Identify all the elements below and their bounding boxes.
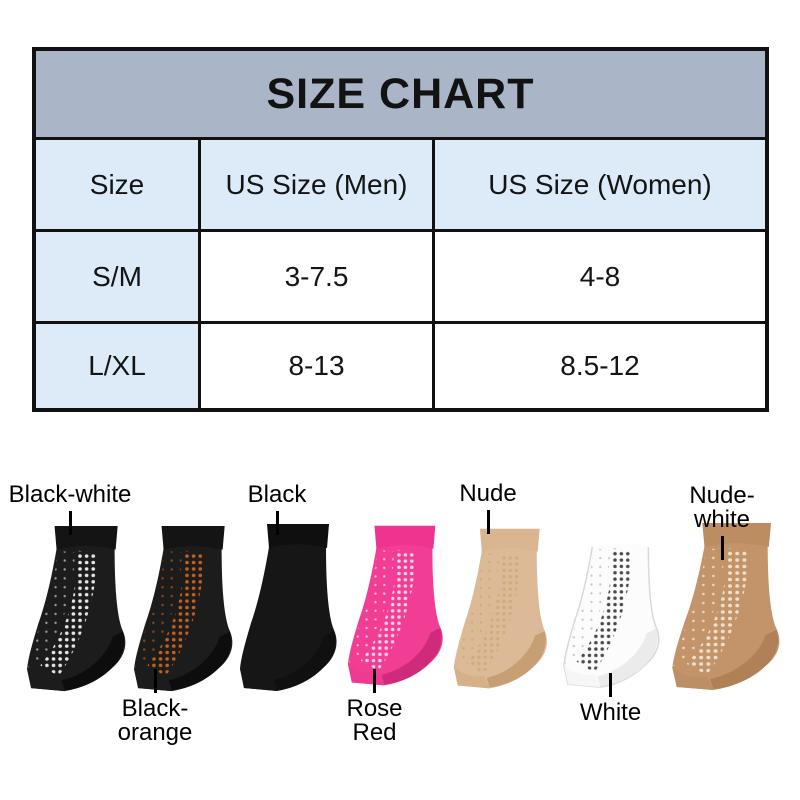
sock-image-rose-red: [345, 521, 453, 693]
variant-label-nude: Nude: [458, 482, 518, 534]
pointer-line: [153, 669, 157, 693]
variant-label-text: White: [579, 699, 642, 726]
variant-label-text: Nude: [459, 480, 517, 507]
pointer-line: [373, 669, 376, 693]
column-header-women: US Size (Women): [435, 140, 765, 229]
variant-label-white: White: [578, 673, 643, 725]
row-lxl-women: 8.5-12: [435, 324, 765, 408]
column-header-size: Size: [36, 140, 198, 229]
variant-label-text: Rose Red: [346, 695, 403, 746]
variant-label-black-white: Black-white: [5, 483, 135, 535]
row-sm-men: 3-7.5: [201, 232, 432, 321]
sock-image-black: [237, 519, 347, 699]
pointer-line: [486, 510, 490, 534]
sock-image-black-orange: [131, 521, 243, 699]
variant-label-black-orange: Black-orange: [90, 669, 220, 745]
variant-label-nude-white: Nude-white: [662, 484, 782, 560]
ankle-sleeve-graphic: [453, 528, 547, 689]
variant-label-text: Nude-white: [689, 482, 755, 533]
row-lxl-men: 8-13: [201, 324, 432, 408]
pointer-line: [68, 511, 72, 535]
row-lxl-size: L/XL: [36, 324, 198, 408]
row-sm-women: 4-8: [435, 232, 765, 321]
ankle-sleeve-graphic: [240, 524, 337, 691]
ankle-sleeve-graphic: [347, 525, 443, 686]
pointer-line: [609, 673, 612, 697]
pointer-line: [720, 536, 724, 560]
variant-label-black: Black: [247, 483, 307, 535]
ankle-sleeve-graphic: [563, 523, 660, 688]
pointer-line: [275, 511, 279, 535]
sock-image-nude-white: [669, 518, 791, 698]
sock-image-white: [561, 519, 669, 695]
size-chart-table: SIZE CHART Size US Size (Men) US Size (W…: [32, 47, 769, 412]
size-chart-title: SIZE CHART: [36, 51, 765, 137]
row-sm-size: S/M: [36, 232, 198, 321]
variant-label-text: Black-white: [8, 481, 132, 508]
variant-label-text: Black: [247, 481, 307, 508]
ankle-sleeve-graphic: [672, 523, 780, 690]
variant-label-rose-red: Rose Red: [322, 669, 427, 745]
ankle-sleeve-graphic: [134, 525, 233, 692]
variant-label-text: Black-orange: [117, 695, 193, 746]
column-header-men: US Size (Men): [201, 140, 432, 229]
sock-image-nude: [451, 524, 557, 696]
